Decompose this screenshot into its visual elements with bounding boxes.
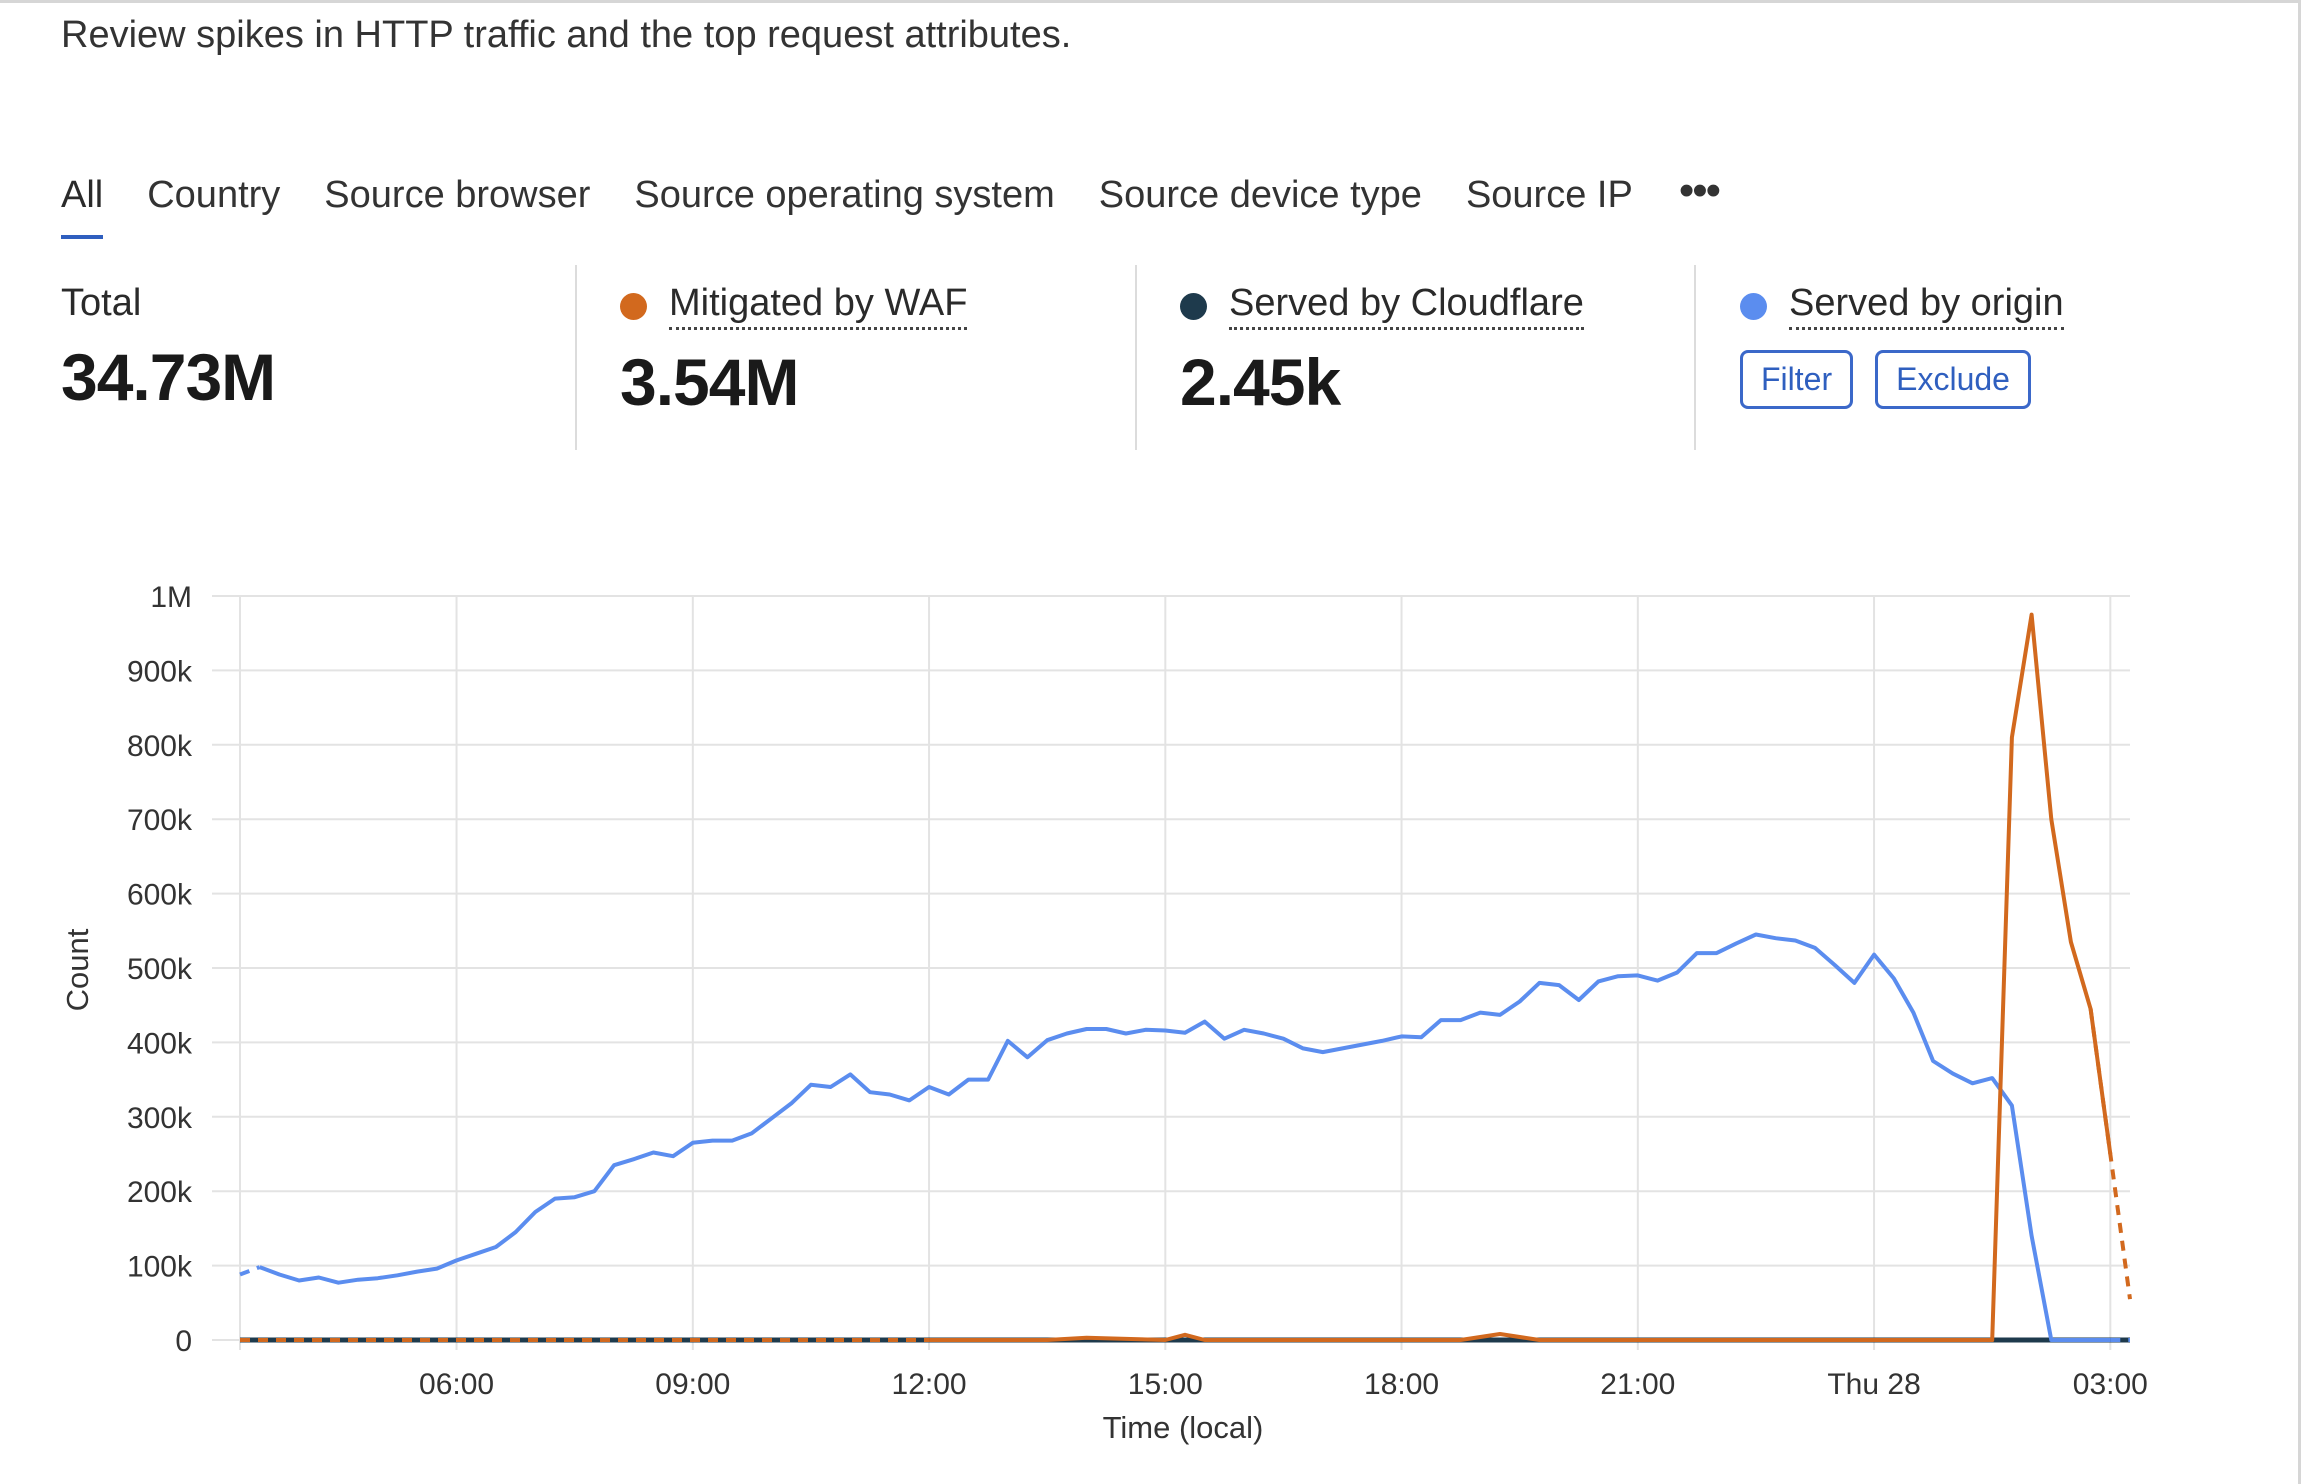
y-tick-label: 0 bbox=[175, 1325, 192, 1358]
y-tick-label: 400k bbox=[127, 1027, 193, 1060]
stat-divider bbox=[1694, 265, 1696, 450]
stat-waf-label[interactable]: Mitigated by WAF bbox=[669, 282, 968, 330]
y-axis-label: Count bbox=[60, 928, 95, 1011]
tab-source-device-type[interactable]: Source device type bbox=[1098, 173, 1422, 216]
series-served-by-origin-line bbox=[258, 932, 2111, 1342]
series-mitigated-by-waf-line bbox=[929, 612, 2113, 1342]
cloudflare-legend-dot-icon bbox=[1180, 292, 1207, 320]
stat-cloudflare-label[interactable]: Served by Cloudflare bbox=[1229, 282, 1584, 330]
tab-source-operating-system[interactable]: Source operating system bbox=[634, 173, 1055, 216]
stat-divider bbox=[575, 265, 577, 450]
stat-waf-value: 3.54M bbox=[620, 345, 799, 419]
stat-total: Total 34.73M bbox=[61, 282, 276, 452]
ellipsis-icon[interactable]: ••• bbox=[1678, 166, 1721, 215]
y-tick-label: 300k bbox=[127, 1102, 193, 1135]
tab-country[interactable]: Country bbox=[147, 173, 281, 216]
series-served-by-origin-partial-start bbox=[239, 1265, 261, 1277]
stat-mitigated-by-waf: Mitigated by WAF 3.54M bbox=[620, 282, 968, 452]
x-tick-label: Thu 28 bbox=[1827, 1368, 1920, 1401]
y-tick-label: 500k bbox=[127, 953, 193, 986]
tab-source-ip[interactable]: Source IP bbox=[1465, 173, 1633, 216]
stat-total-label: Total bbox=[61, 282, 142, 324]
exclude-button[interactable]: Exclude bbox=[1875, 350, 2031, 409]
panel-description: Review spikes in HTTP traffic and the to… bbox=[61, 14, 1072, 56]
stat-divider bbox=[1135, 265, 1137, 450]
stat-cloudflare-value: 2.45k bbox=[1180, 345, 1341, 419]
y-tick-label: 200k bbox=[127, 1176, 193, 1209]
y-tick-label: 100k bbox=[127, 1251, 193, 1284]
x-tick-label: 21:00 bbox=[1600, 1368, 1675, 1401]
panel-right-border bbox=[2298, 0, 2301, 1484]
waf-legend-dot-icon bbox=[620, 292, 647, 320]
x-axis-label: Time (local) bbox=[1103, 1410, 1264, 1445]
tab-source-browser[interactable]: Source browser bbox=[324, 173, 591, 216]
x-tick-label: 12:00 bbox=[892, 1368, 967, 1401]
stat-total-value: 34.73M bbox=[61, 340, 276, 414]
filter-button[interactable]: Filter bbox=[1740, 350, 1854, 409]
series-mitigated-by-waf-partial-end bbox=[2088, 1008, 2132, 1300]
y-tick-label: 800k bbox=[127, 730, 193, 763]
stat-served-by-origin: Served by origin Filter Exclude bbox=[1740, 282, 2064, 452]
panel-top-border bbox=[0, 0, 2301, 3]
dimension-tabs: All Country Source browser Source operat… bbox=[61, 166, 1721, 246]
origin-legend-dot-icon bbox=[1740, 292, 1767, 320]
x-tick-label: 06:00 bbox=[419, 1368, 494, 1401]
tab-all[interactable]: All bbox=[61, 174, 104, 239]
y-tick-label: 1M bbox=[150, 581, 192, 614]
x-tick-label: 03:00 bbox=[2073, 1368, 2148, 1401]
stat-served-by-cloudflare: Served by Cloudflare 2.45k bbox=[1180, 282, 1584, 452]
x-tick-label: 18:00 bbox=[1364, 1368, 1439, 1401]
x-tick-label: 15:00 bbox=[1128, 1368, 1203, 1401]
stat-origin-label[interactable]: Served by origin bbox=[1789, 282, 2064, 330]
y-tick-label: 700k bbox=[127, 804, 193, 837]
y-tick-label: 600k bbox=[127, 879, 193, 912]
x-tick-label: 09:00 bbox=[655, 1368, 730, 1401]
y-tick-label: 900k bbox=[127, 655, 193, 688]
